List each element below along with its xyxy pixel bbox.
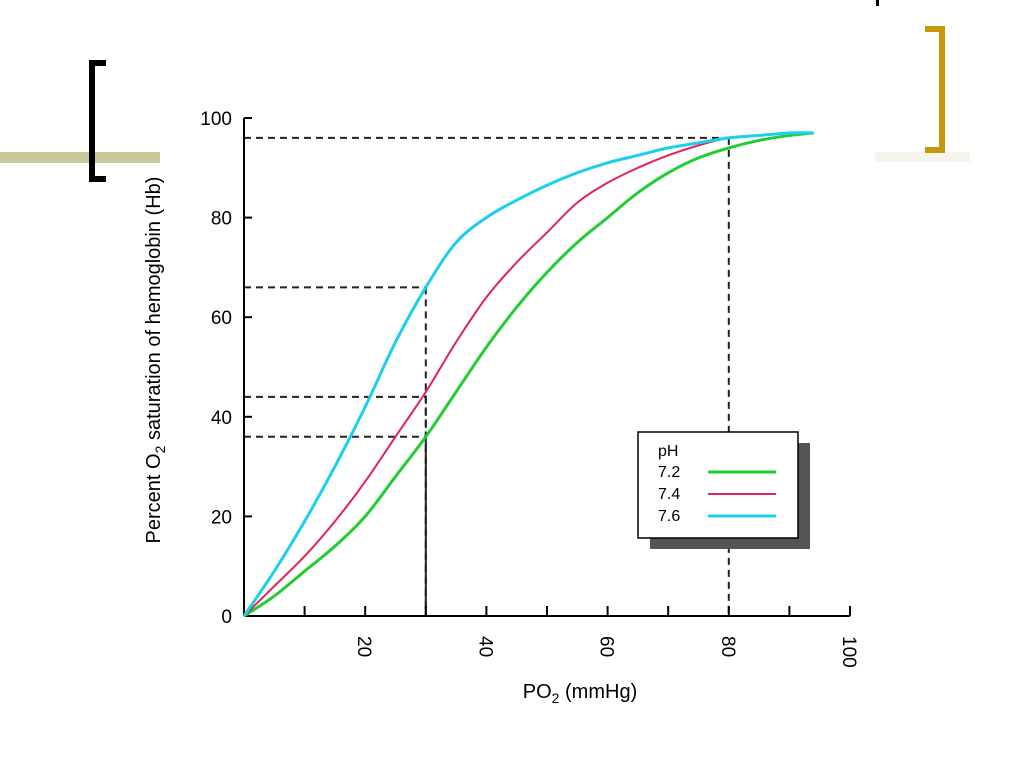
y-tick-label: 80 [211, 209, 232, 230]
left-bracket [89, 60, 106, 182]
corner-mark [876, 0, 879, 6]
y-tick-label: 100 [200, 109, 232, 130]
x-axis-title: PO2 (mmHg) [523, 681, 637, 706]
y-tick-label: 0 [221, 607, 232, 628]
slide-accent-bar [0, 152, 160, 163]
y-tick-label: 20 [211, 507, 232, 528]
series-lines [242, 131, 814, 618]
y-tick-label: 40 [211, 408, 232, 429]
right-bracket [925, 26, 945, 153]
x-tick-label: 40 [474, 636, 495, 657]
legend-title: pH [658, 443, 678, 460]
legend: pH 7.2 7.4 7.6 [637, 431, 810, 549]
legend-label: 7.2 [658, 464, 680, 481]
series-line-ph-7-2 [243, 131, 814, 618]
legend-label: 7.6 [658, 508, 680, 525]
x-tick-label: 80 [717, 636, 738, 657]
x-ticks: 20 40 60 80 100 [303, 606, 859, 668]
y-ticks: 0 20 40 60 80 100 [200, 109, 252, 628]
y-tick-label: 60 [211, 308, 232, 329]
y-axis-title: Percent O2 saturation of hemoglobin (Hb) [143, 177, 168, 544]
x-tick-label: 100 [838, 636, 859, 668]
legend-box [637, 431, 799, 539]
x-tick-label: 20 [353, 636, 374, 657]
legend-label: 7.4 [658, 486, 680, 503]
series-line-ph-7-6 [242, 131, 814, 617]
slide-accent-bar-right [875, 152, 970, 162]
x-tick-label: 60 [596, 636, 617, 657]
